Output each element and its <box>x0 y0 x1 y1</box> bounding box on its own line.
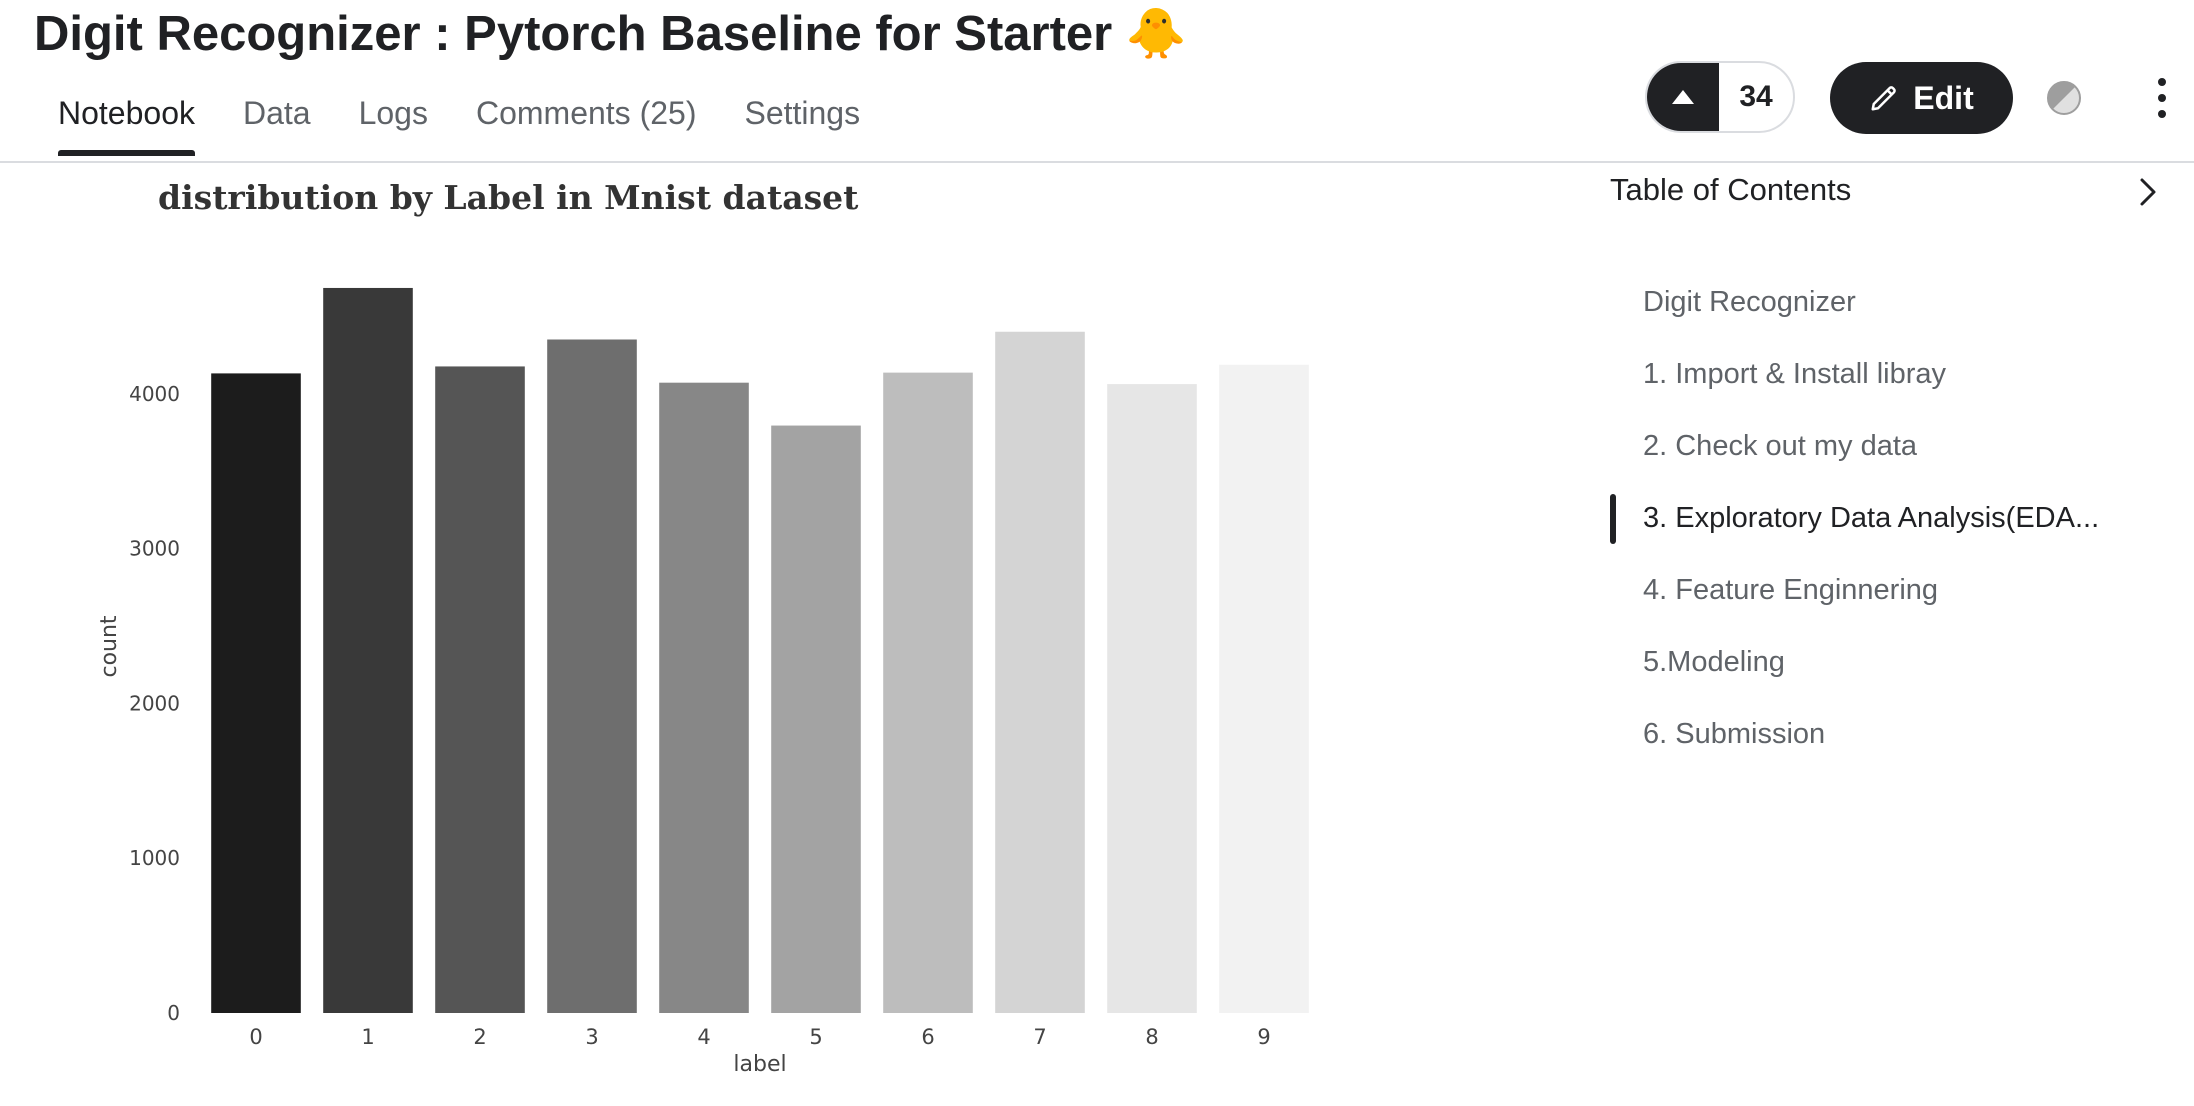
chart-title: distribution by Label in Mnist dataset <box>158 178 859 217</box>
more-vertical-icon[interactable] <box>2150 76 2174 120</box>
x-tick-label: 6 <box>921 1025 934 1049</box>
bar-4 <box>659 382 749 1013</box>
x-tick-label: 2 <box>473 1025 486 1049</box>
theme-toggle-icon[interactable] <box>2046 80 2082 116</box>
y-tick-label: 2000 <box>129 691 180 715</box>
bar-6 <box>883 372 973 1013</box>
notebook-tabs: Notebook Data Logs Comments (25) Setting… <box>58 86 908 156</box>
toc-list: Digit Recognizer 1. Import & Install lib… <box>1609 280 2099 784</box>
edit-button[interactable]: Edit <box>1830 62 2013 134</box>
y-tick-label: 4000 <box>129 382 180 406</box>
tab-settings[interactable]: Settings <box>744 95 861 131</box>
chevron-right-icon[interactable] <box>2136 174 2160 210</box>
edit-button-label: Edit <box>1913 79 1974 116</box>
toc-header: Table of Contents <box>1610 172 1852 207</box>
vote-group: 34 <box>1645 61 1795 133</box>
x-tick-label: 3 <box>585 1025 598 1049</box>
toc-item[interactable]: 6. Submission <box>1643 718 1826 750</box>
y-axis-label: count <box>97 615 122 677</box>
y-tick-label: 1000 <box>129 846 180 870</box>
x-tick-label: 8 <box>1145 1025 1158 1049</box>
tab-data[interactable]: Data <box>242 95 311 131</box>
upvote-button[interactable] <box>1647 63 1719 131</box>
notebook-title: Digit Recognizer : Pytorch Baseline for … <box>34 7 1187 61</box>
x-tick-label: 5 <box>809 1025 822 1049</box>
toc-item[interactable]: 5.Modeling <box>1643 646 1785 678</box>
tab-comments[interactable]: Comments (25) <box>475 95 697 131</box>
bar-3 <box>547 339 637 1013</box>
bar-5 <box>771 425 861 1013</box>
toc-item-active[interactable]: 3. Exploratory Data Analysis(EDA... <box>1609 494 2099 568</box>
bar-9 <box>1219 364 1309 1013</box>
x-tick-label: 1 <box>361 1025 374 1049</box>
x-tick-label: 7 <box>1033 1025 1046 1049</box>
bar-8 <box>1107 384 1197 1014</box>
toc-item[interactable]: 4. Feature Enginnering <box>1643 574 1939 606</box>
x-tick-label: 4 <box>697 1025 710 1049</box>
pencil-icon <box>1871 86 1897 111</box>
x-tick-label: 0 <box>249 1025 262 1049</box>
toc-item[interactable]: 2. Check out my data <box>1643 430 1918 462</box>
x-axis-label: label <box>733 1052 786 1077</box>
tab-logs[interactable]: Logs <box>358 95 428 131</box>
toc-item[interactable]: Digit Recognizer <box>1643 286 1856 318</box>
toc-item[interactable]: 1. Import & Install libray <box>1643 358 1946 390</box>
bar-1 <box>323 287 413 1014</box>
x-tick-label: 9 <box>1257 1025 1270 1049</box>
vote-count: 34 <box>1739 80 1773 113</box>
label-distribution-chart: 0 1 2 3 4 5 6 7 8 9 0 1000 2000 3000 4000 label count <box>97 287 1309 1077</box>
caret-up-icon <box>1672 90 1694 104</box>
bar-0 <box>211 373 301 1013</box>
y-tick-label: 0 <box>167 1001 180 1025</box>
bar-2 <box>435 366 525 1014</box>
y-tick-label: 3000 <box>129 537 180 561</box>
bar-7 <box>995 331 1085 1014</box>
tab-notebook[interactable]: Notebook <box>58 86 195 156</box>
header-divider <box>0 161 2194 163</box>
